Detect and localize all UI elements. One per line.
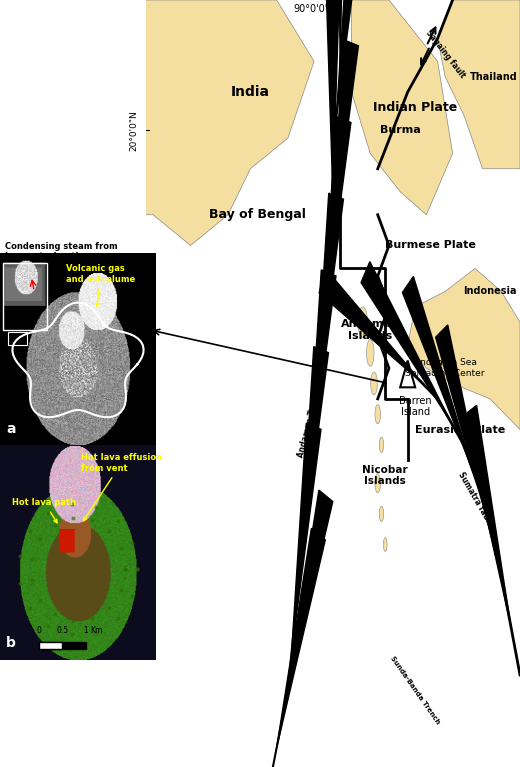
Ellipse shape — [375, 405, 381, 423]
Ellipse shape — [379, 437, 384, 453]
Bar — [8, 331, 27, 345]
Polygon shape — [284, 490, 333, 709]
Polygon shape — [361, 262, 451, 422]
Text: Indian Plate: Indian Plate — [373, 101, 457, 114]
Text: Andaman Sea
Spreading Center: Andaman Sea Spreading Center — [406, 358, 485, 378]
Text: India: India — [231, 85, 270, 99]
Polygon shape — [402, 276, 473, 472]
Text: Volcanic gas
and ash plume: Volcanic gas and ash plume — [66, 265, 135, 306]
Ellipse shape — [379, 506, 384, 522]
Text: 20°0'0"N: 20°0'0"N — [129, 110, 138, 151]
Text: 0°0'0": 0°0'0" — [129, 577, 138, 604]
Text: Bay of Bengal: Bay of Bengal — [210, 209, 306, 221]
Polygon shape — [408, 268, 520, 430]
Polygon shape — [292, 423, 321, 652]
Text: 0: 0 — [36, 626, 42, 635]
Text: Km: Km — [90, 626, 103, 635]
Text: Condensing steam from
lava entering the sea: Condensing steam from lava entering the … — [5, 242, 118, 261]
Text: Thailand: Thailand — [470, 71, 518, 82]
Ellipse shape — [375, 473, 381, 492]
Text: 10°0'0"N: 10°0'0"N — [129, 340, 138, 381]
Ellipse shape — [383, 538, 387, 551]
Bar — [3, 262, 47, 330]
Text: 0.5: 0.5 — [56, 626, 69, 635]
Text: Hot lava effusion
from vent: Hot lava effusion from vent — [81, 453, 162, 521]
Ellipse shape — [358, 307, 368, 337]
Text: Burmese Plate: Burmese Plate — [385, 240, 476, 251]
Polygon shape — [438, 0, 520, 169]
Polygon shape — [326, 0, 340, 192]
Polygon shape — [336, 0, 366, 115]
Ellipse shape — [367, 339, 374, 367]
Text: Indonesia: Indonesia — [463, 286, 517, 297]
Polygon shape — [319, 268, 423, 384]
Text: Eurasian Plate: Eurasian Plate — [415, 424, 505, 435]
Polygon shape — [436, 325, 492, 537]
Text: a: a — [6, 423, 16, 436]
Text: Andaman
Islands: Andaman Islands — [341, 319, 399, 341]
Text: Burma: Burma — [380, 125, 421, 136]
Polygon shape — [333, 0, 348, 38]
Polygon shape — [314, 193, 343, 422]
Polygon shape — [352, 0, 452, 215]
Polygon shape — [329, 40, 358, 268]
Polygon shape — [146, 0, 314, 245]
Polygon shape — [307, 270, 336, 499]
Bar — [39, 643, 62, 649]
Text: 90°0'0"E: 90°0'0"E — [293, 4, 335, 14]
Polygon shape — [464, 406, 511, 625]
Polygon shape — [277, 528, 326, 748]
Text: Andaman Trench: Andaman Trench — [296, 386, 324, 458]
Polygon shape — [299, 347, 329, 575]
Bar — [39, 643, 86, 649]
Text: Sagaing fault: Sagaing fault — [424, 28, 466, 79]
Text: Barren
Island: Barren Island — [399, 396, 432, 417]
Ellipse shape — [371, 372, 378, 395]
Text: Sumatra fault: Sumatra fault — [456, 470, 494, 527]
Text: Hot lava path: Hot lava path — [12, 498, 76, 523]
Text: b: b — [6, 636, 16, 650]
Text: Nicobar
Islands: Nicobar Islands — [362, 465, 408, 486]
Polygon shape — [321, 117, 351, 345]
Text: 1: 1 — [83, 626, 88, 635]
Text: Sunda-Banda Trench: Sunda-Banda Trench — [389, 655, 441, 726]
